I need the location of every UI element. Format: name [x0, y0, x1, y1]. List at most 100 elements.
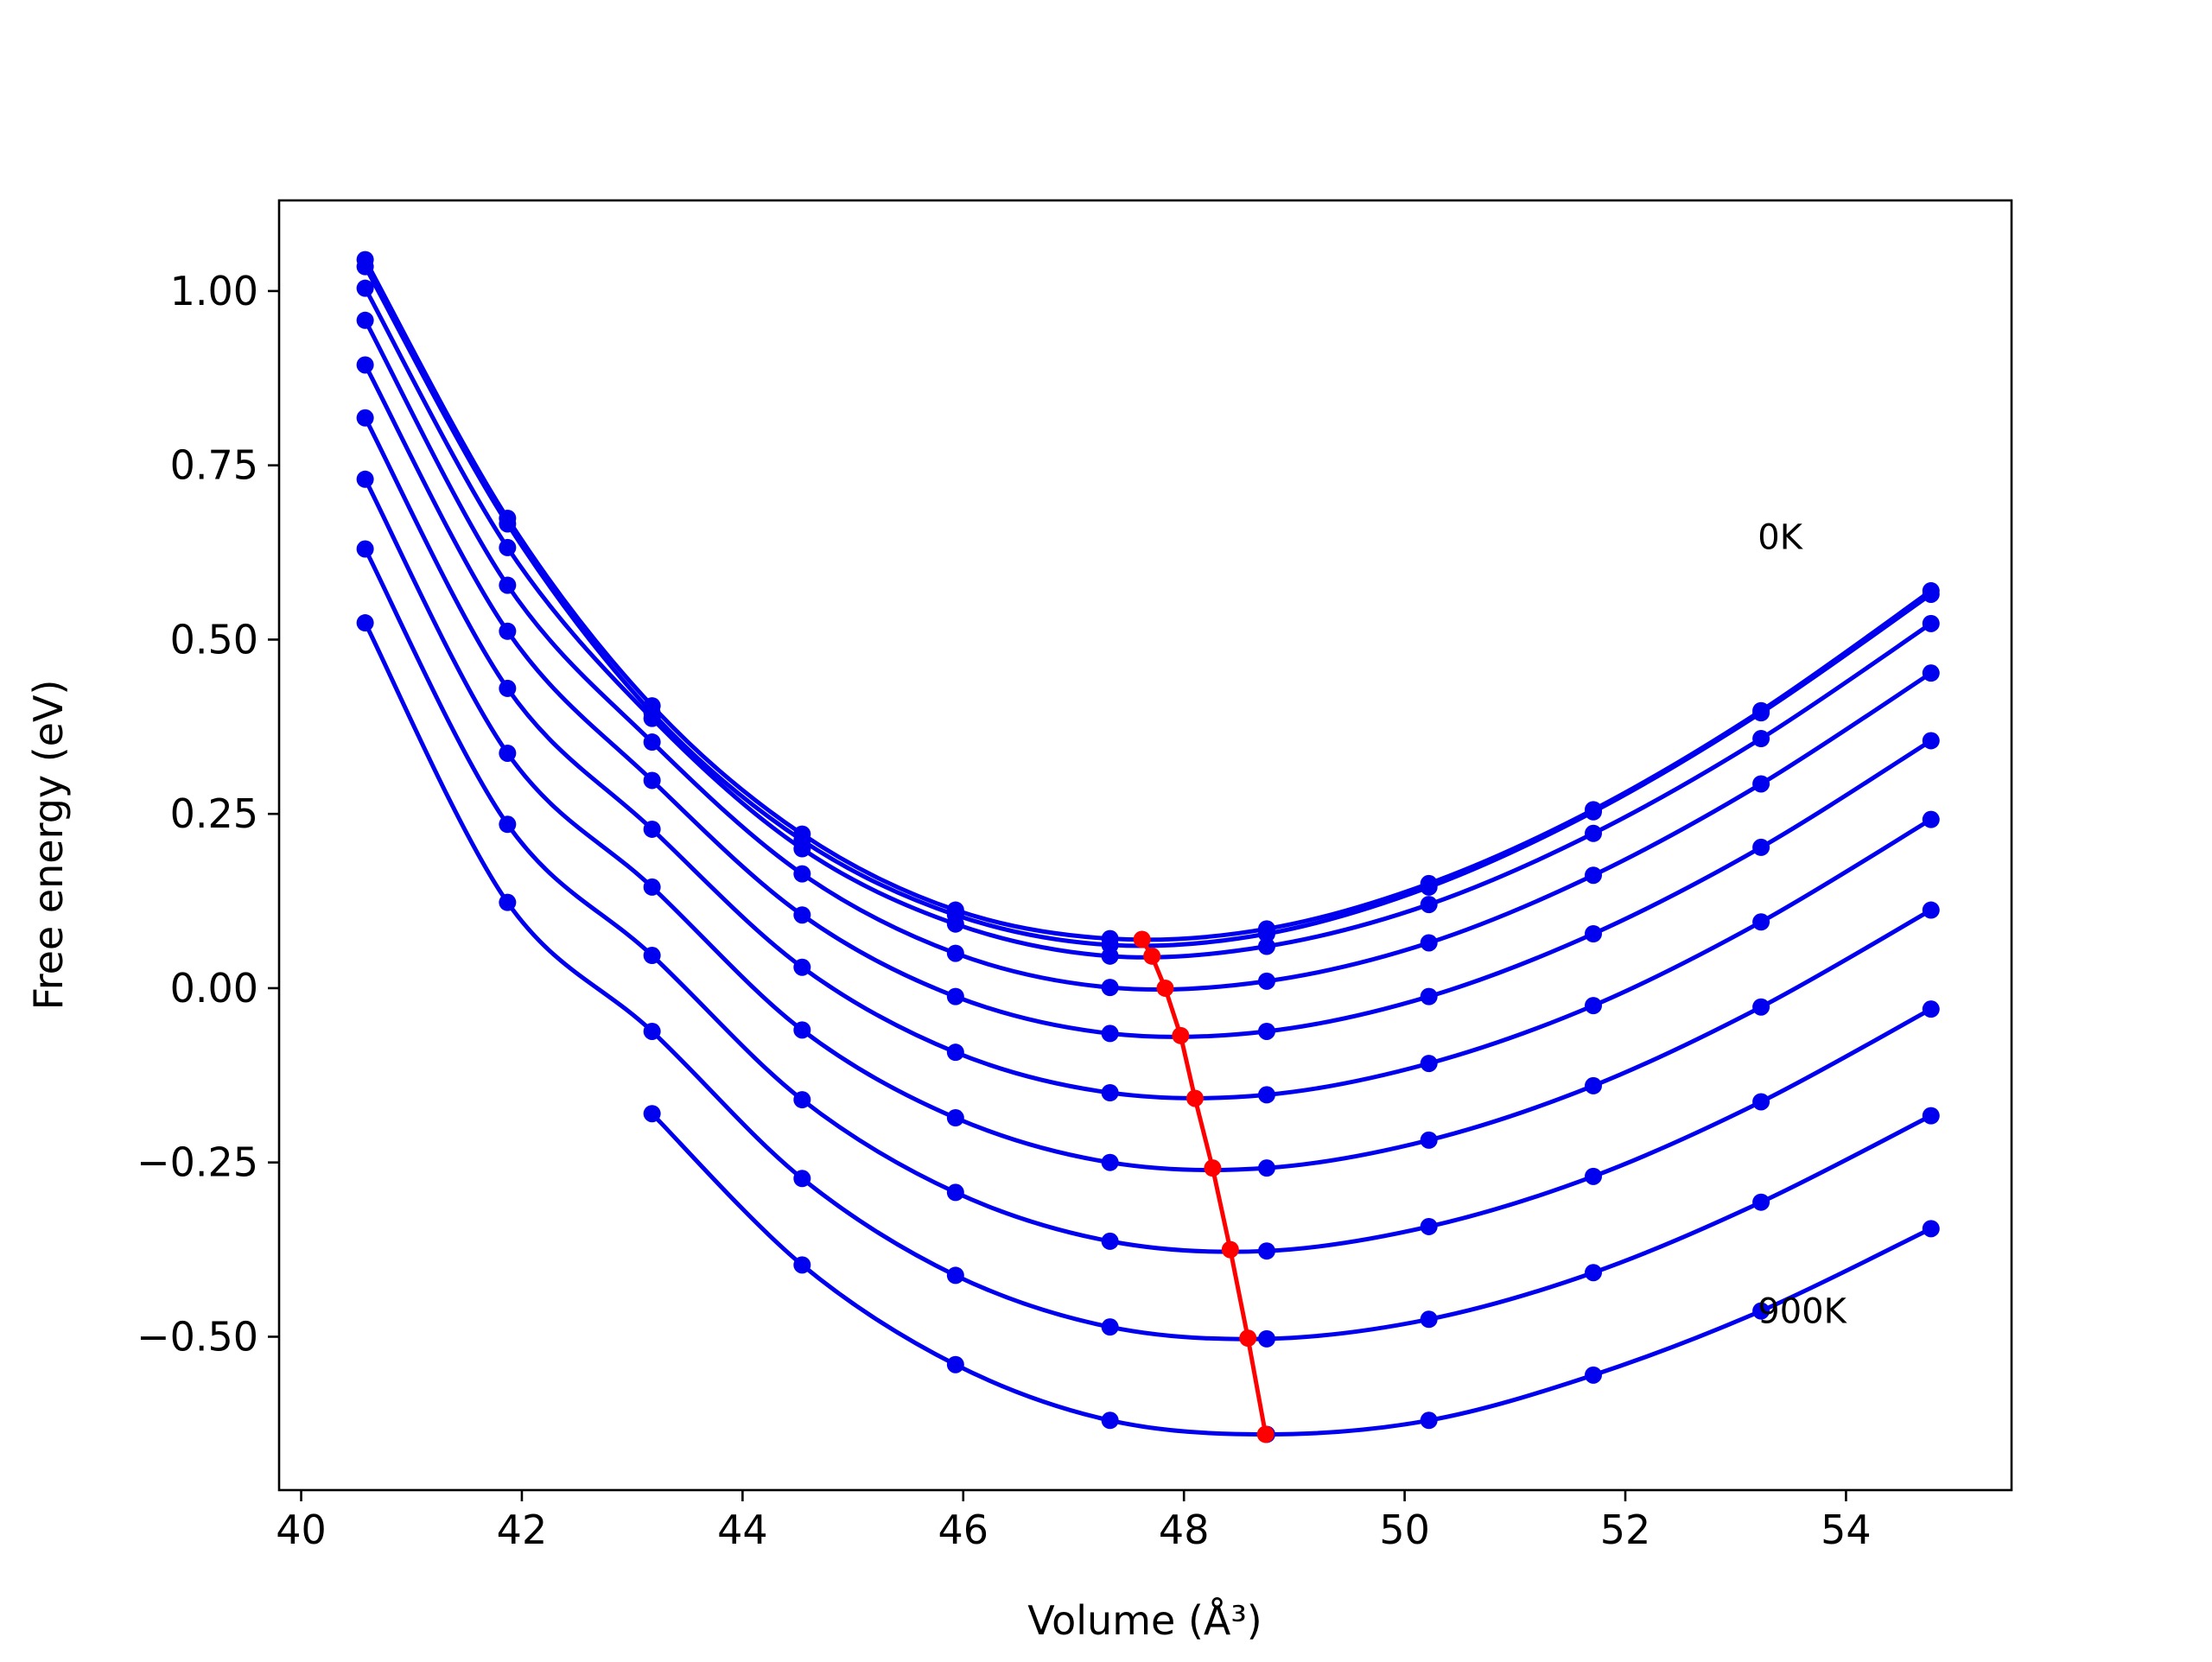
- series-7-point-6: [1257, 1242, 1275, 1260]
- minima-point-4: [1185, 1089, 1204, 1107]
- x-tick-label: 54: [1821, 1507, 1872, 1553]
- series-8-point-7: [1420, 1310, 1438, 1329]
- series-line-6: [363, 478, 1933, 1173]
- series-9-point-8: [1922, 1220, 1940, 1238]
- series-3-point-7: [1420, 934, 1438, 952]
- series-4-point-2: [643, 771, 661, 790]
- series-line-7: [363, 548, 1932, 1254]
- series-6-point-7: [1420, 1131, 1438, 1149]
- y-tick-label: 0.00: [170, 965, 258, 1012]
- series-6-point-2: [643, 878, 661, 896]
- series-2-point-1: [499, 538, 517, 556]
- series-9-point-0: [643, 1105, 661, 1123]
- series-2-point-2: [643, 709, 661, 727]
- series-4-point-7: [1420, 987, 1438, 1005]
- series-5-point-0: [356, 409, 374, 427]
- series-line-4: [363, 364, 1933, 1040]
- x-tick-label: 46: [938, 1507, 989, 1553]
- series-line-8: [363, 621, 1932, 1342]
- series-7-point-9: [1752, 1093, 1770, 1111]
- series-line-3: [363, 319, 1933, 993]
- series-line-2: [363, 287, 1933, 960]
- series-4-point-10: [1922, 732, 1940, 750]
- series-2-point-5: [1101, 947, 1119, 965]
- series-line-5: [363, 416, 1933, 1101]
- series-4-point-9: [1752, 838, 1770, 856]
- series-5-point-2: [643, 820, 661, 838]
- series-6-point-1: [499, 744, 517, 762]
- series-4-point-4: [946, 987, 964, 1005]
- series-6-point-6: [1257, 1159, 1275, 1177]
- series-7-point-0: [356, 540, 374, 558]
- series-7-point-10: [1922, 1000, 1940, 1018]
- series-3-point-4: [946, 944, 964, 962]
- series-3-point-0: [356, 311, 374, 329]
- annotation-0: 0K: [1758, 518, 1803, 558]
- x-tick-label: 50: [1379, 1507, 1430, 1553]
- plot-frame: [277, 199, 2013, 1492]
- series-9-point-7: [1752, 1302, 1770, 1320]
- series-3-point-1: [499, 576, 517, 594]
- minima-point-2: [1156, 979, 1174, 997]
- series-4-point-6: [1257, 1022, 1275, 1040]
- y-tick-label: 0.25: [170, 790, 258, 837]
- series-1-point-6: [1257, 924, 1275, 942]
- series-9-point-3: [1101, 1411, 1119, 1430]
- x-tick-label: 44: [717, 1507, 768, 1553]
- series-3-point-10: [1922, 664, 1940, 682]
- x-axis-label: Volume (Å³): [1027, 1597, 1262, 1644]
- series-9-point-2: [946, 1355, 964, 1373]
- series-9-point-5: [1420, 1411, 1438, 1430]
- series-4-point-0: [356, 356, 374, 374]
- series-4-point-5: [1101, 1024, 1119, 1043]
- series-8-point-8: [1584, 1264, 1602, 1282]
- y-tick-label: −0.25: [137, 1139, 258, 1186]
- series-1-point-0: [356, 257, 374, 276]
- series-2-point-8: [1584, 824, 1602, 842]
- series-7-point-7: [1420, 1217, 1438, 1235]
- series-6-point-10: [1922, 901, 1940, 919]
- series-2-point-4: [946, 915, 964, 933]
- series-7-point-1: [499, 815, 517, 834]
- series-7-point-2: [643, 947, 661, 965]
- series-5-point-10: [1922, 810, 1940, 828]
- series-6-point-8: [1584, 1076, 1602, 1094]
- series-2-point-10: [1922, 614, 1940, 632]
- minima-point-0: [1133, 930, 1151, 948]
- annotation-1: 900K: [1758, 1291, 1847, 1331]
- y-axis-label: Free energy (eV): [25, 680, 72, 1011]
- series-1-point-10: [1922, 585, 1940, 603]
- series-1-point-8: [1584, 802, 1602, 821]
- series-8-point-0: [356, 614, 374, 632]
- series-4-point-1: [499, 622, 517, 640]
- minima-point-6: [1221, 1240, 1239, 1259]
- series-8-point-1: [499, 893, 517, 911]
- series-5-point-4: [946, 1044, 964, 1062]
- series-7-point-5: [1101, 1232, 1119, 1250]
- series-7-point-4: [946, 1183, 964, 1202]
- y-tick-label: 0.50: [170, 616, 258, 663]
- x-tick-label: 42: [497, 1507, 548, 1553]
- series-6-point-4: [946, 1109, 964, 1127]
- series-3-point-9: [1752, 775, 1770, 793]
- series-1-point-9: [1752, 704, 1770, 722]
- series-3-point-8: [1584, 866, 1602, 885]
- series-6-point-5: [1101, 1153, 1119, 1171]
- series-6-point-9: [1752, 998, 1770, 1016]
- series-5-point-3: [793, 958, 811, 976]
- minima-point-3: [1172, 1026, 1190, 1044]
- series-5-point-7: [1420, 1055, 1438, 1073]
- series-8-point-2: [643, 1022, 661, 1040]
- series-2-point-9: [1752, 730, 1770, 748]
- series-6-point-3: [793, 1021, 811, 1039]
- x-tick-label: 40: [276, 1507, 327, 1553]
- series-8-point-3: [793, 1170, 811, 1188]
- series-9-point-1: [793, 1256, 811, 1274]
- series-3-point-6: [1257, 972, 1275, 990]
- series-8-point-4: [946, 1266, 964, 1285]
- series-5-point-6: [1257, 1086, 1275, 1104]
- series-3-point-3: [793, 865, 811, 883]
- series-8-point-9: [1752, 1193, 1770, 1211]
- series-2-point-6: [1257, 937, 1275, 955]
- series-8-point-5: [1101, 1318, 1119, 1336]
